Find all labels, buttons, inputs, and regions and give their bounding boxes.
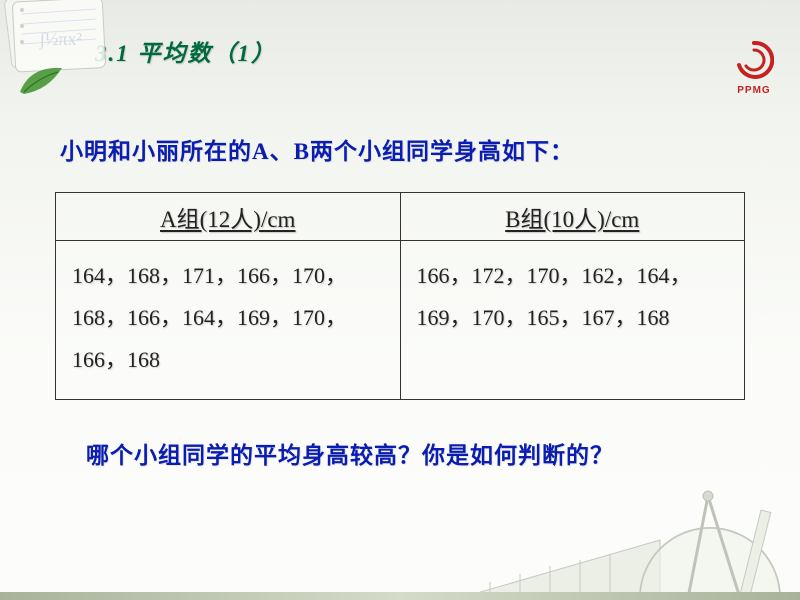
logo-swirl-icon	[734, 40, 774, 80]
svg-text:∫½πx²: ∫½πx²	[39, 29, 82, 50]
leaf-decor	[18, 62, 68, 98]
drafting-tools-decor	[440, 470, 800, 600]
cell-group-b: 166，172，170，162，164，169，170，165，167，168	[400, 241, 745, 400]
cell-group-a: 164，168，171，166，170，168，166，164，169，170，…	[56, 241, 401, 400]
intro-text: 小明和小丽所在的A、B两个小组同学身高如下：	[60, 132, 574, 166]
bottom-stripe-decor	[0, 592, 800, 600]
question-text: 哪个小组同学的平均身高较高？你是如何判断的？	[86, 436, 614, 470]
table-header-row: A组(12人)/cm B组(10人)/cm	[56, 193, 745, 241]
section-title: 3.1 平均数（1）	[95, 34, 276, 68]
logo-text: PPMG	[730, 85, 778, 96]
table-data-row: 164，168，171，166，170，168，166，164，169，170，…	[56, 241, 745, 400]
col-header-b: B组(10人)/cm	[400, 193, 745, 241]
heights-table: A组(12人)/cm B组(10人)/cm 164，168，171，166，17…	[55, 192, 745, 400]
col-header-a: A组(12人)/cm	[56, 193, 401, 241]
ppmg-logo: PPMG	[730, 40, 778, 96]
